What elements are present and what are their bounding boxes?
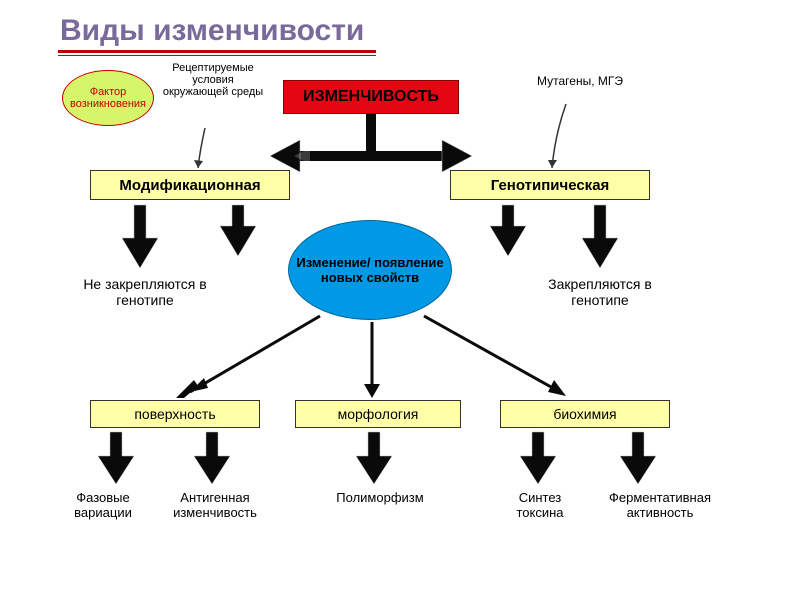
factor-node: Фактор возникновения [62,70,154,126]
polymorph-label: Полиморфизм [320,490,440,505]
phase-label: Фазовые вариации [58,490,148,520]
center-text: Изменение/ появление новых свойств [293,255,447,285]
morph-node: морфология [295,400,461,428]
page-title: Виды изменчивости [60,14,364,48]
env-label: Рецептируемые условия окружающей среды [160,62,266,98]
biochem-text: биохимия [553,406,616,422]
geno-node: Генотипическая [450,170,650,200]
main-text: ИЗМЕНЧИВОСТЬ [303,88,439,106]
center-node: Изменение/ появление новых свойств [288,220,452,320]
morph-text: морфология [338,406,419,422]
mutagens-label: Мутагены, МГЭ [535,74,625,88]
title-underline [58,50,376,53]
surface-node: поверхность [90,400,260,428]
title-underline-2 [58,55,376,56]
antigen-label: Антигенная изменчивость [155,490,275,520]
fixed-label: Закрепляются в генотипе [520,276,680,308]
mod-node: Модификационная [90,170,290,200]
main-node: ИЗМЕНЧИВОСТЬ [283,80,459,114]
toxin-label: Синтез токсина [500,490,580,520]
factor-text: Фактор возникновения [67,86,149,110]
notfixed-label: Не закрепляются в генотипе [60,276,230,308]
geno-text: Генотипическая [491,177,610,194]
enzyme-label: Ферментативная активность [590,490,730,520]
biochem-node: биохимия [500,400,670,428]
mod-text: Модификационная [119,177,260,194]
surface-text: поверхность [134,406,215,422]
